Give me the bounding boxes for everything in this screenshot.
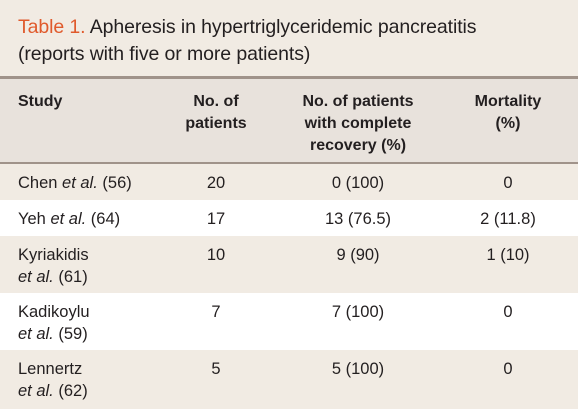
cell-patients: 17 <box>206 210 226 228</box>
header-no-patients: No. of patients <box>154 91 278 135</box>
study-name: Chen <box>18 174 63 192</box>
header-recovery-line-1: No. of patients <box>302 93 414 110</box>
header-mortality: Mortality (%) <box>452 91 564 135</box>
cell-patients: 10 <box>206 246 226 264</box>
study-citation: et al. (61) <box>18 266 89 288</box>
study-name: Lennertz <box>18 360 83 378</box>
cell-recovery: 7 (100) <box>331 303 385 321</box>
header-mortality-line-2: (%) <box>495 115 521 132</box>
table-header: Study No. of patients No. of patients wi… <box>0 79 578 162</box>
header-recovery-line-3: recovery (%) <box>309 137 407 154</box>
cell-mortality: 2 (11.8) <box>480 210 536 228</box>
cell-study: Chen et al. (56) <box>18 172 132 194</box>
table-row: Kyriakidis et al. (61) 10 9 (90) 1 (10) <box>0 236 578 293</box>
study-citation: et al. (62) <box>18 380 88 402</box>
header-study: Study <box>18 93 63 110</box>
study-name: Kadikoylu <box>18 303 90 321</box>
cell-study: Kyriakidis et al. (61) <box>18 244 89 288</box>
header-no-patients-line-2: patients <box>185 115 247 132</box>
cell-study: Lennertz et al. (62) <box>18 358 88 402</box>
header-recovery: No. of patients with complete recovery (… <box>286 91 430 157</box>
caption-line-2: (reports with five or more patients) <box>18 43 311 65</box>
study-ref: (59) <box>53 325 88 343</box>
et-al: et al. <box>18 325 54 343</box>
table-row: Lennertz et al. (62) 5 5 (100) 0 <box>0 350 578 409</box>
table-row: Chen et al. (56) 20 0 (100) 0 <box>0 164 578 200</box>
et-al: et al. <box>18 268 54 286</box>
table-row: Yeh et al. (64) 17 13 (76.5) 2 (11.8) <box>0 200 578 236</box>
cell-recovery: 0 (100) <box>331 174 385 192</box>
study-name: Kyriakidis <box>18 246 89 264</box>
cell-study: Kadikoylu et al. (59) <box>18 301 90 345</box>
header-mortality-line-1: Mortality <box>474 93 542 110</box>
study-ref: (61) <box>53 268 88 286</box>
cell-mortality: 0 <box>503 303 513 321</box>
header-no-patients-line-1: No. of <box>193 93 239 110</box>
cell-patients: 5 <box>211 360 221 378</box>
et-al: et al. <box>18 382 54 400</box>
caption-label: Table 1. <box>18 16 86 38</box>
study-citation: et al. (59) <box>18 323 90 345</box>
cell-mortality: 0 <box>503 360 513 378</box>
et-al: et al. <box>62 174 98 192</box>
cell-recovery: 9 (90) <box>336 246 380 264</box>
header-recovery-line-2: with complete <box>304 115 412 132</box>
study-ref: (62) <box>53 382 88 400</box>
study-name: Yeh <box>18 210 51 228</box>
et-al: et al. <box>50 210 87 228</box>
study-ref: (56) <box>97 174 132 192</box>
cell-study: Yeh et al. (64) <box>18 208 120 230</box>
cell-recovery: 13 (76.5) <box>324 210 392 228</box>
header-rule <box>0 162 578 164</box>
cell-recovery: 5 (100) <box>331 360 385 378</box>
cell-mortality: 0 <box>503 174 513 192</box>
caption-line-1: Table 1. Apheresis in hypertriglyceridem… <box>18 14 578 41</box>
top-rule <box>0 76 578 79</box>
cell-patients: 7 <box>211 303 221 321</box>
caption-title: Apheresis in hypertriglyceridemic pancre… <box>89 16 477 38</box>
cell-patients: 20 <box>206 174 226 192</box>
table-row: Kadikoylu et al. (59) 7 7 (100) 0 <box>0 293 578 350</box>
table-caption: Table 1. Apheresis in hypertriglyceridem… <box>0 0 578 76</box>
study-ref: (64) <box>86 210 121 228</box>
cell-mortality: 1 (10) <box>486 246 530 264</box>
